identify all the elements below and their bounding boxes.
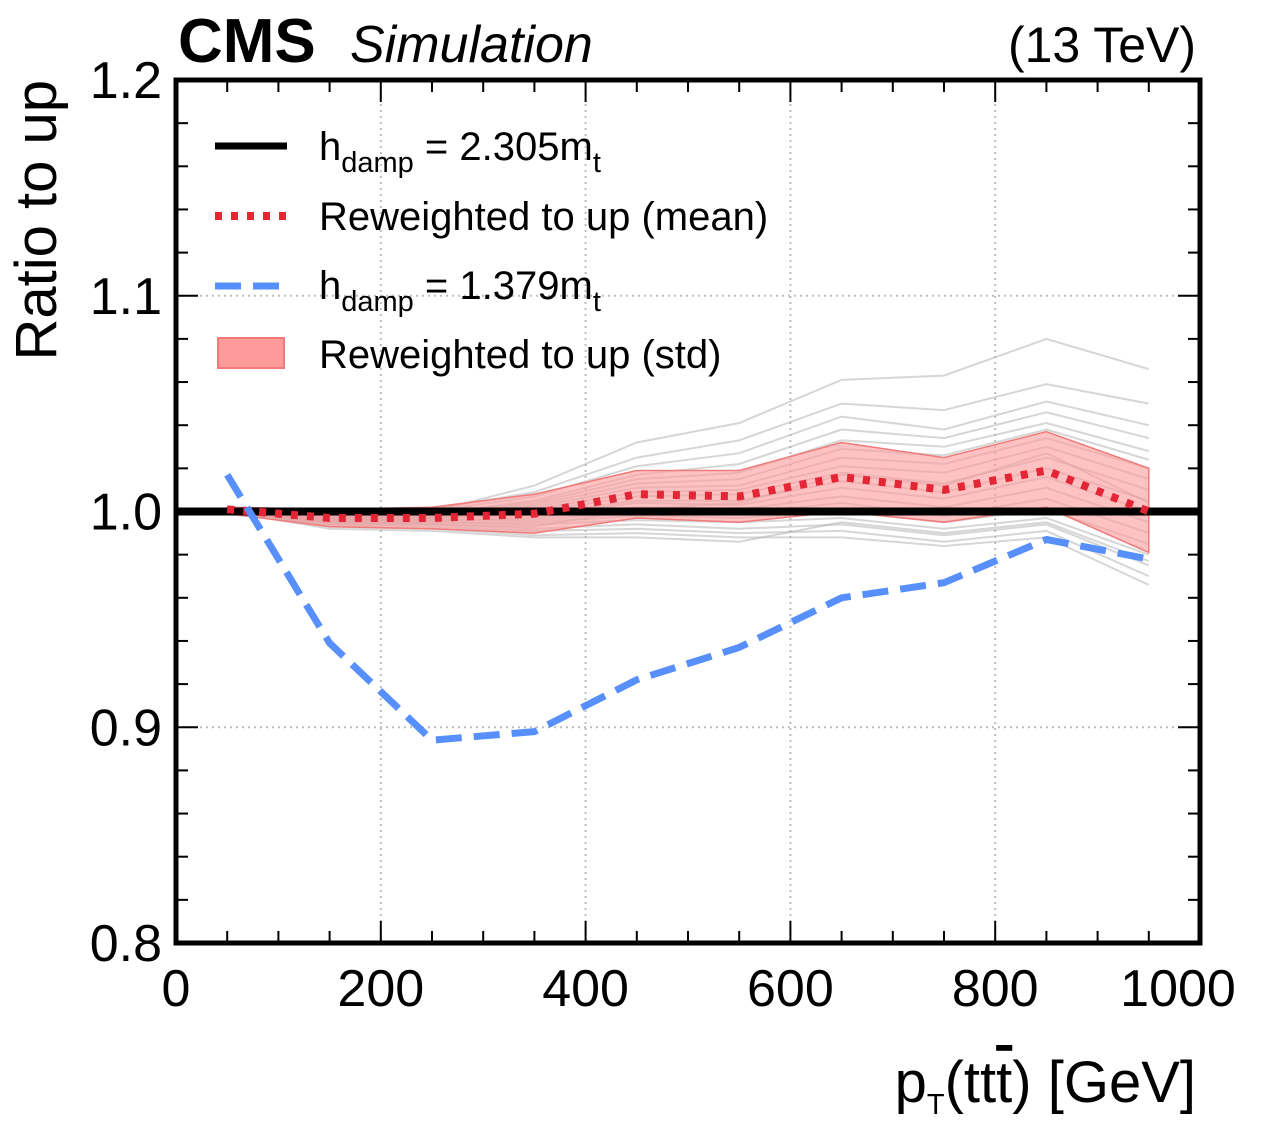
- x-axis-title-p: p: [895, 1050, 927, 1115]
- x-axis-title-rest: (tt: [945, 1050, 997, 1115]
- legend-label-hdamp-up: hdamp = 1.379mt: [319, 264, 601, 318]
- x-tick-label: 1000: [1120, 960, 1236, 1018]
- std-band: [226, 430, 1150, 554]
- y-tick-label: 1.0: [90, 484, 162, 542]
- x-axis-title: pT(ttt) [GeV]: [895, 1050, 1196, 1121]
- legend-label-mean: Reweighted to up (mean): [319, 195, 768, 239]
- series-layer: [176, 466, 1200, 744]
- x-tick-label: 600: [747, 960, 834, 1018]
- plot-area: [176, 337, 1200, 744]
- series-line-hdamp_up: [224, 472, 1150, 744]
- y-tick-label: 1.1: [90, 268, 162, 326]
- plot-frame: [173, 77, 1203, 946]
- std-band-layer: [226, 430, 1150, 554]
- legend: hdamp = 2.305mt Reweighted to up (mean) …: [215, 125, 768, 377]
- x-axis-title-sub: T: [927, 1089, 945, 1121]
- x-tick-label: 400: [542, 960, 629, 1018]
- x-axis-title-tbar: t: [996, 1050, 1012, 1115]
- x-tick-label: 200: [337, 960, 424, 1018]
- status-label: Simulation: [350, 16, 593, 74]
- y-tick-label: 0.9: [90, 699, 162, 757]
- series-line-reweighted_mean: [226, 466, 1151, 522]
- y-axis-title: Ratio to up: [4, 80, 69, 361]
- experiment-label: CMS: [178, 7, 316, 76]
- x-axis-title-close: ) [GeV]: [1012, 1050, 1196, 1115]
- legend-label-std: Reweighted to up (std): [319, 333, 721, 377]
- y-tick-label: 0.8: [90, 915, 162, 973]
- legend-swatch-std: [217, 337, 285, 369]
- replica-line: [227, 510, 1150, 563]
- y-tick-label: 1.2: [90, 52, 162, 110]
- energy-label: (13 TeV): [1008, 17, 1196, 73]
- tick-labels: 0 200 400 600 800 1000 0.8 0.9 1.0 1.1 1.2: [90, 52, 1236, 1018]
- legend-label-nominal: hdamp = 2.305mt: [319, 125, 601, 179]
- x-tick-label: 0: [162, 960, 191, 1018]
- x-tick-label: 800: [952, 960, 1039, 1018]
